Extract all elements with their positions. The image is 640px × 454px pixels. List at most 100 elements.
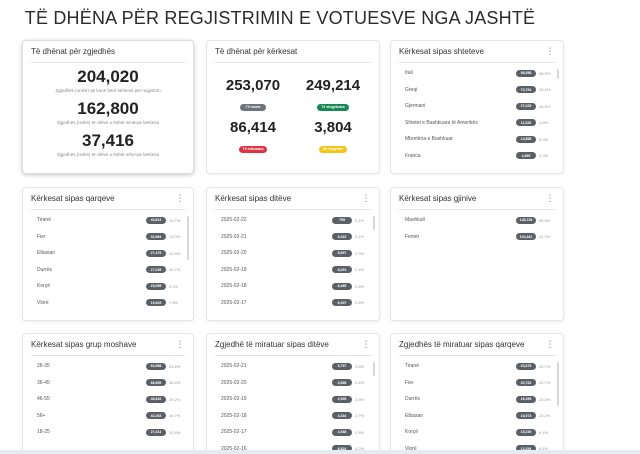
- card-header: Kërkesat sipas grup moshave ⋮: [31, 334, 185, 356]
- count-badge: 5,315: [332, 233, 352, 241]
- list-item: 18-25 27,414 10.8%: [37, 428, 181, 436]
- more-options-icon[interactable]: ⋮: [545, 193, 555, 203]
- scrollbar[interactable]: [373, 362, 375, 376]
- list-item: Fier 32,964 13.0%: [37, 233, 181, 241]
- count-badge: 5,697: [332, 249, 352, 257]
- count-badge: 23,059: [146, 282, 166, 290]
- card-header: Të dhënat për kërkesat: [215, 41, 371, 63]
- list-item: Fier 20,752 12.7%: [405, 379, 551, 387]
- pending-badge: Në shqyrtim: [318, 145, 348, 153]
- count-badge: 6,824: [332, 445, 352, 453]
- rejected-badge: Të refuzuara: [238, 145, 268, 153]
- requests-by-day-card: Kërkesat sipas ditëve ⋮ 2025-02-22 795 0.1…: [206, 187, 380, 321]
- received-badge: Të marra: [240, 103, 266, 111]
- list-item: Elbasan 16,573 10.2%: [405, 412, 551, 420]
- approved-by-day-card: Zgjedhë të miratuar sipas ditëve ⋮ 2025-…: [206, 333, 380, 454]
- requests-by-gender-card: Kërkesat sipas gjinive ⋮ Mashkull 148,728…: [390, 187, 564, 321]
- approved-by-county-card: Zgjedhës të miratuar sipas qarqeve ⋮ Tir…: [390, 333, 564, 454]
- list-item: Shtetet e Bashkuara të Amerikës 11,526 4.6…: [405, 119, 549, 127]
- count-badge: 4,905: [332, 395, 352, 403]
- count-badge: 6,465: [332, 282, 352, 290]
- list[interactable]: 2025-02-22 795 0.1% 2025-02-21 5,315 2.1% 20…: [207, 210, 379, 311]
- list-item: Franca 4,965 2.0%: [405, 152, 549, 160]
- list-item: 2025-02-16 6,824 4.2%: [221, 445, 365, 453]
- count-badge: 98,558: [516, 69, 536, 77]
- list-item: 2025-02-21 5,757 3.8%: [221, 362, 365, 370]
- list-item: 2025-02-20 5,697 2.3%: [221, 249, 365, 257]
- list-item: 2025-02-22 795 0.1%: [221, 216, 365, 224]
- count-badge: 62,966: [146, 362, 166, 370]
- count-badge: 15,239: [516, 428, 536, 436]
- bottom-strip: [0, 450, 640, 454]
- rejected-value: 86,414: [230, 119, 276, 136]
- count-badge: 11,526: [516, 119, 536, 127]
- count-badge: 66,859: [146, 379, 166, 387]
- more-options-icon[interactable]: ⋮: [545, 339, 555, 349]
- count-badge: 20,752: [516, 379, 536, 387]
- unique-applicants-value: 204,020: [77, 67, 139, 86]
- list-item: Durrës 27,035 10.7%: [37, 266, 181, 274]
- card-title: Kërkesat sipas ditëve: [215, 194, 292, 203]
- list-item: 2025-02-17 6,497 2.6%: [221, 299, 365, 307]
- card-header: Kërkesat sipas qarqeve ⋮: [31, 188, 185, 210]
- count-badge: 3,868: [332, 379, 352, 387]
- scrollbar[interactable]: [557, 69, 559, 79]
- list-item: 56+ 42,263 16.7%: [37, 412, 181, 420]
- list-item: Korçë 23,059 9.1%: [37, 282, 179, 290]
- more-options-icon[interactable]: ⋮: [175, 193, 185, 203]
- more-options-icon[interactable]: ⋮: [361, 193, 371, 203]
- pending-value: 3,804: [314, 119, 352, 136]
- list[interactable]: 2025-02-21 5,757 3.8% 2025-02-20 3,868 2.4% …: [207, 356, 379, 454]
- scrollbar[interactable]: [557, 362, 559, 406]
- count-badge: 32,964: [146, 233, 166, 241]
- list[interactable]: Tiranë 33,679 20.7% Fier 20,752 12.7% Durrës…: [391, 356, 563, 454]
- approved-voters-caption: Zgjedhës (unikë) të cilëve u është mirat…: [56, 120, 160, 125]
- received-value: 253,070: [225, 77, 281, 94]
- count-badge: 795: [332, 216, 352, 224]
- scrollbar[interactable]: [373, 216, 375, 230]
- list-item: 26-35 62,966 24.8%: [37, 362, 181, 370]
- received-requests: 253,070 Të marra: [213, 77, 293, 113]
- list-item: Durrës 16,495 10.3%: [405, 395, 551, 403]
- list: Mashkull 148,728 58.8% Femër 104,342 41.2%: [391, 210, 563, 245]
- list-item: Korçë 15,239 9.4%: [405, 428, 549, 436]
- list: 26-35 62,966 24.8% 36-45 66,859 26.4% 46-55 4…: [23, 356, 193, 441]
- card-title: Kërkesat sipas qarqeve: [31, 194, 115, 203]
- count-badge: 42,263: [146, 412, 166, 420]
- count-badge: 4,965: [516, 152, 536, 160]
- count-badge: 16,573: [516, 412, 536, 420]
- count-badge: 49,813: [146, 216, 166, 224]
- more-options-icon[interactable]: ⋮: [361, 339, 371, 349]
- rejected-voters-caption: Zgjedhës (unikë) të cilëve u është refuz…: [56, 152, 160, 157]
- list-item: Tiranë 49,813 19.7%: [37, 216, 181, 224]
- rejected-voters-value: 37,416: [82, 131, 134, 150]
- requests-by-country-card: Kërkesat sipas shteteve ⋮ Itali 98,558 38.…: [390, 40, 564, 174]
- count-badge: 14,858: [516, 135, 536, 143]
- list-item: Vlorë 13,254 8.1%: [405, 445, 549, 453]
- unique-applicants-caption: Zgjedhës (unikë) që kanë bërë kërkesë pë…: [55, 88, 161, 93]
- count-badge: 27,035: [146, 266, 166, 274]
- list-item: 2025-02-19 4,905 2.5%: [221, 395, 365, 403]
- card-title: Zgjedhë të miratuar sipas ditëve: [215, 340, 329, 349]
- list-item: Greqi 73,754 29.4%: [405, 86, 551, 94]
- card-header: Zgjedhë të miratuar sipas ditëve ⋮: [215, 334, 371, 356]
- list[interactable]: Itali 98,558 38.9% Greqi 73,754 29.4% Gjerma…: [391, 63, 563, 164]
- list-item: Vlorë 19,643 7.8%: [37, 299, 179, 307]
- card-title: Të dhënat për kërkesat: [215, 47, 298, 56]
- list[interactable]: Tiranë 49,813 19.7% Fier 32,964 13.0% Elbasa…: [23, 210, 193, 311]
- card-header: Të dhënat për zgjedhës: [31, 41, 185, 63]
- list-item: 2025-02-19 6,091 2.4%: [221, 266, 365, 274]
- more-options-icon[interactable]: ⋮: [545, 46, 555, 56]
- voters-summary-card: Të dhënat për zgjedhës 204,020 Zgjedhës …: [22, 40, 194, 174]
- list-item: Gjermani 27,025 10.8%: [405, 102, 551, 110]
- count-badge: 13,254: [516, 445, 536, 453]
- card-title: Kërkesat sipas gjinive: [399, 194, 477, 203]
- card-header: Kërkesat sipas shteteve ⋮: [399, 41, 555, 63]
- card-title: Zgjedhës të miratuar sipas qarqeve: [399, 340, 525, 349]
- card-title: Të dhënat për zgjedhës: [31, 47, 116, 56]
- scrollbar[interactable]: [187, 216, 189, 260]
- list-item: 2025-02-20 3,868 2.4%: [221, 379, 365, 387]
- more-options-icon[interactable]: ⋮: [175, 339, 185, 349]
- count-badge: 19,643: [146, 299, 166, 307]
- list-item: Elbasan 27,476 10.9%: [37, 249, 181, 257]
